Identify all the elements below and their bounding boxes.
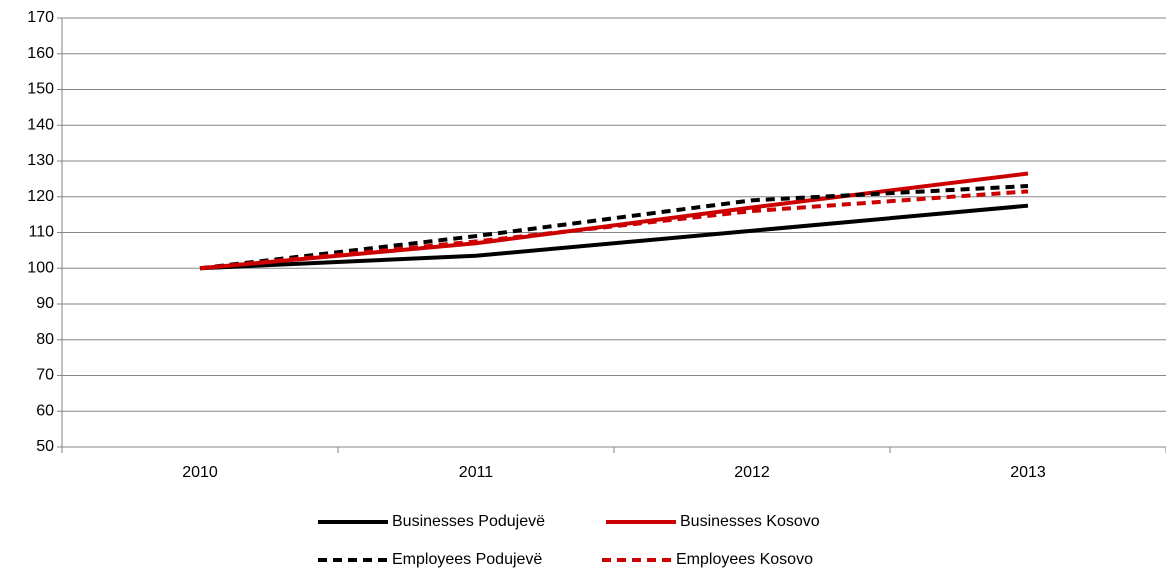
y-tick-label: 60 <box>36 402 54 419</box>
y-tick-label: 100 <box>27 259 54 276</box>
y-tick-label: 120 <box>27 188 54 205</box>
series-line <box>199 189 1029 271</box>
y-tick-label: 170 <box>27 9 54 26</box>
legend-label: Businesses Podujevë <box>392 513 545 530</box>
legend-label: Businesses Kosovo <box>680 513 820 530</box>
y-tick-label: 80 <box>36 331 54 348</box>
y-tick-label: 150 <box>27 81 54 98</box>
y-tick-label: 70 <box>36 367 54 384</box>
x-tick-label: 2013 <box>1010 464 1046 481</box>
series-line <box>199 184 1029 271</box>
legend-label: Employees Kosovo <box>676 551 813 568</box>
y-tick-label: 90 <box>36 295 54 312</box>
y-tick-label: 160 <box>27 45 54 62</box>
y-tick-label: 110 <box>28 224 54 241</box>
x-tick-label: 2011 <box>459 464 494 481</box>
legend-label: Employees Podujevë <box>392 551 542 568</box>
x-tick-label: 2010 <box>182 464 218 481</box>
series-line <box>199 203 1029 271</box>
y-tick-label: 50 <box>36 438 54 455</box>
x-tick-label: 2012 <box>734 464 770 481</box>
y-tick-label: 140 <box>27 116 54 133</box>
y-tick-label: 130 <box>27 152 54 169</box>
